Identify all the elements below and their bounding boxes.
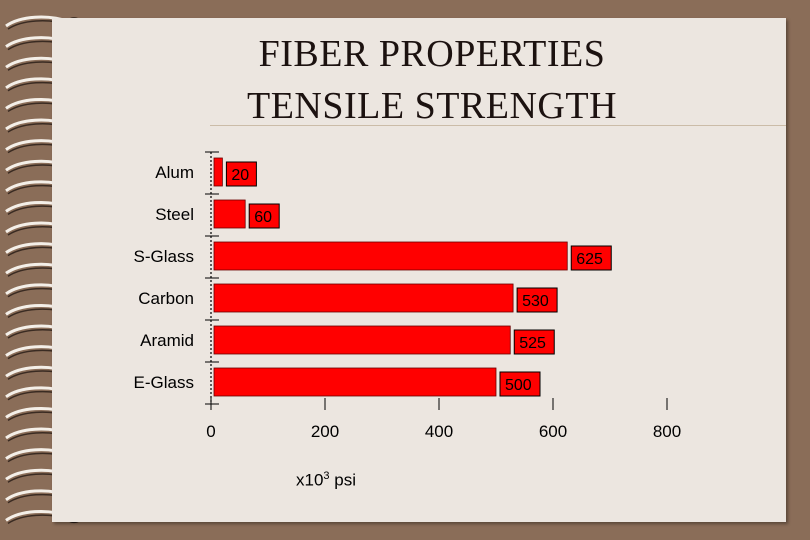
x-unit-base: x10	[296, 470, 324, 490]
category-label: Alum	[155, 163, 194, 182]
bar	[213, 157, 223, 187]
x-tick-label: 0	[206, 422, 215, 441]
data-label: 625	[576, 251, 603, 268]
x-unit-exponent: 3	[323, 470, 330, 482]
slide-title: FIBER PROPERTIES TENSILE STRENGTH	[202, 28, 662, 132]
data-label: 530	[522, 293, 549, 310]
bar	[213, 241, 568, 271]
x-tick-label: 600	[539, 422, 567, 441]
title-line-2: TENSILE STRENGTH	[246, 85, 618, 127]
category-label: E-Glass	[134, 373, 194, 392]
data-label: 500	[505, 377, 532, 394]
x-tick-label: 800	[653, 422, 681, 441]
category-label: Steel	[155, 205, 194, 224]
bar	[213, 325, 511, 355]
data-label: 60	[254, 209, 272, 226]
data-label-box	[513, 329, 555, 355]
x-axis-unit-label: x103 psi	[296, 470, 356, 491]
data-label: 20	[231, 167, 249, 184]
x-tick-label: 200	[311, 422, 339, 441]
x-tick-label: 400	[425, 422, 453, 441]
data-label-box	[248, 203, 280, 229]
title-line-1: FIBER PROPERTIES	[258, 33, 606, 75]
category-label: S-Glass	[134, 247, 194, 266]
data-label-box	[225, 161, 257, 187]
data-label-box	[570, 245, 612, 271]
data-label: 525	[519, 335, 546, 352]
category-label: Carbon	[138, 289, 194, 308]
title-divider	[210, 125, 786, 126]
data-label-box	[516, 287, 558, 313]
x-unit-suffix: psi	[329, 470, 357, 490]
bar	[213, 199, 246, 229]
category-label: Aramid	[140, 331, 194, 350]
data-label-box	[499, 371, 541, 397]
bar	[213, 367, 497, 397]
bar	[213, 283, 514, 313]
